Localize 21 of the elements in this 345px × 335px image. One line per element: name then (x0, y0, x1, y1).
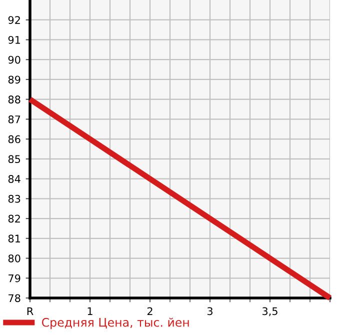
x-tick-label: 3,5 (262, 307, 278, 316)
y-tick-label: 87 (8, 115, 20, 124)
x-tick-label: 2 (147, 307, 152, 315)
y-tick-label: 78 (8, 294, 20, 302)
x-tick-label: 1 (88, 307, 92, 315)
y-tick-label: 86 (8, 135, 20, 144)
y-tick-label: 80 (8, 254, 20, 262)
y-tick-label: 79 (8, 274, 20, 282)
y-tick-label: 84 (8, 175, 20, 183)
y-tick-label: 83 (8, 194, 20, 203)
legend-label: Средняя Цена, тыс. йен (42, 318, 189, 330)
y-tick-label: 88 (8, 96, 20, 104)
x-tick-label: 3 (207, 307, 212, 316)
x-tick-label: R (27, 307, 34, 315)
y-tick-label: 82 (8, 214, 20, 223)
y-tick-label: 91 (8, 36, 20, 44)
y-tick-label: 85 (8, 155, 20, 164)
y-tick-label: 92 (8, 16, 20, 24)
y-tick-label: 89 (8, 76, 20, 84)
y-tick-label: 90 (8, 56, 20, 64)
y-tick-label: 81 (8, 234, 20, 243)
